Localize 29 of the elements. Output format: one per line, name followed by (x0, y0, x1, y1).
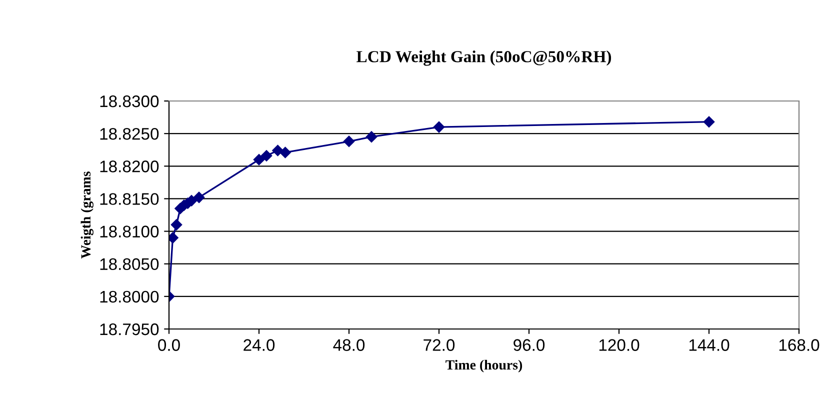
x-tick-label: 48.0 (333, 339, 365, 351)
point (366, 131, 378, 142)
x-axis-title: Time (hours) (446, 360, 522, 372)
point (433, 121, 445, 133)
y-tick-label: 18.8150 (100, 193, 159, 205)
chart-title: LCD Weight Gain (50oC@50%RH) (356, 50, 612, 66)
point (170, 219, 182, 230)
y-tick-label: 18.8100 (100, 226, 159, 238)
point (703, 116, 715, 128)
x-tick-label: 0.0 (158, 339, 180, 351)
x-tick-label: 72.0 (424, 339, 455, 351)
y-tick-label: 18.7950 (100, 323, 159, 336)
x-tick-label: 96.0 (514, 339, 545, 351)
y-tick-label: 18.8200 (100, 160, 159, 172)
y-axis-title: Weigth (grams (80, 172, 94, 259)
point (343, 136, 355, 147)
x-tick-label: 120.0 (599, 339, 640, 351)
point (272, 144, 284, 156)
point (280, 146, 291, 158)
point (193, 192, 205, 204)
point (260, 150, 272, 162)
y-tick-label: 18.8250 (100, 128, 159, 140)
x-tick-label: 144.0 (689, 339, 730, 351)
x-tick-label: 168.0 (779, 339, 820, 351)
y-tick-label: 18.8300 (100, 95, 159, 108)
x-tick-label: 24.0 (244, 339, 275, 351)
point (253, 154, 265, 166)
y-tick-label: 18.8000 (100, 290, 159, 303)
y-tick-label: 18.8050 (100, 258, 159, 270)
